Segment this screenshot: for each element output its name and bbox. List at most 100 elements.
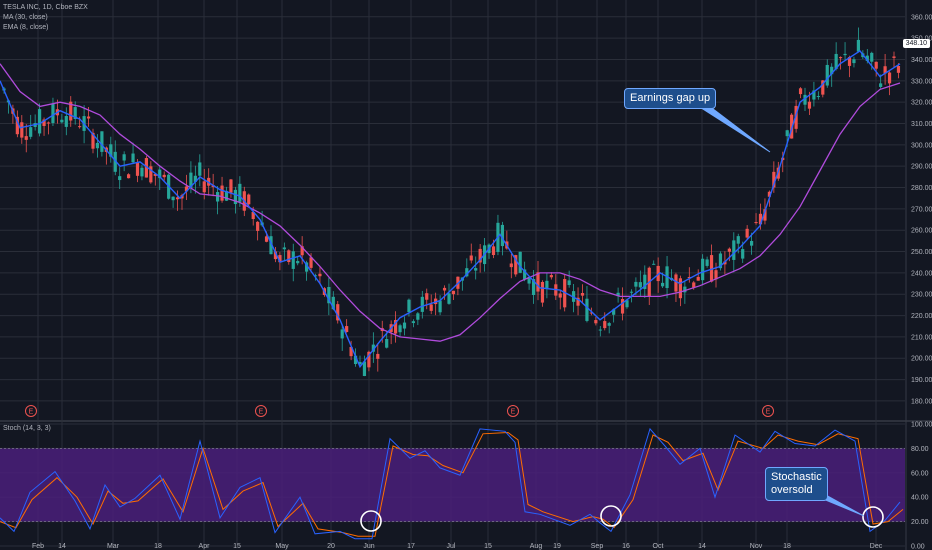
candle-body [451,290,456,295]
price-tick-label: 310.00 [911,121,932,128]
annotation-overlays [360,105,884,532]
stoch-series [0,427,904,540]
x-axis: Feb 14 Mar 18 Apr 15 May 20 Jun 17 Jul 15 Aug 19 Sep 16… [32,543,883,550]
candle-body [514,255,518,275]
candle-body [856,39,860,52]
price-tick-label: 190.00 [911,377,932,384]
candle-body [852,59,856,64]
x-tick-label: Sep [591,543,604,550]
candle-body [585,298,589,321]
candle-body [736,236,740,244]
candle-body [656,265,660,282]
price-tick-label: 220.00 [911,313,932,320]
symbol-legend[interactable]: TESLA INC, 1D, Cboe BZX [3,4,88,11]
candle-body [118,176,122,181]
candle-body [100,131,104,152]
candle-body [763,209,767,221]
candle-body [291,251,295,269]
stoch-d-line [0,431,904,537]
candle-body [709,255,714,282]
candle-body [327,286,331,304]
candle-body [238,183,242,202]
candle-body [95,142,100,149]
candle-body [758,213,763,225]
candle-body [620,299,625,314]
oversold-circle-icon [360,510,382,532]
candle-body [821,80,825,95]
candle-body [661,282,665,287]
candle-body [305,262,309,272]
x-tick-label: 20 [327,543,335,550]
candle-body [229,179,233,193]
candle-body [879,83,883,87]
candle-body [816,96,820,98]
candle-body [678,278,682,299]
candle-body [442,287,447,291]
x-tick-label: Apr [199,543,211,550]
candle-body [438,300,442,313]
candle-body [732,240,736,260]
earnings-marker-label: E [766,409,771,416]
candle-body [794,105,798,129]
candle-body [256,221,260,231]
candle-body [64,116,68,127]
earnings-marker-icon [255,405,267,417]
candle-body [598,329,602,331]
candle-body [300,246,304,256]
candle-body [567,280,571,286]
x-tick-label: Nov [750,543,763,550]
candle-body [491,246,496,256]
x-tick-label: 15 [484,543,492,550]
x-tick-label: 14 [58,543,66,550]
candle-body [224,190,229,201]
candle-body [42,119,46,126]
candle-body [198,162,202,176]
price-tick-label: 260.00 [911,228,932,235]
price-tick-label: 340.00 [911,57,932,64]
candle-body [127,174,131,179]
price-tick-label: 270.00 [911,206,932,213]
candle-body [603,321,607,329]
candle-body [518,251,522,273]
candle-body [754,222,758,224]
candle-body [830,66,834,75]
candle-body [220,185,224,201]
candle-body [15,116,19,135]
ma-30-line [0,63,901,342]
candle-body [883,66,887,74]
candle-body [149,166,153,183]
candle-body [847,57,852,66]
earnings-marker-icon [25,405,37,417]
candle-body [892,56,896,58]
candle-body [687,276,691,279]
candle-body [385,338,389,348]
stoch-tick-label: 0.00 [911,544,925,550]
candle-body [398,325,402,333]
candle-body [78,126,82,128]
candle-body [701,258,705,281]
candle-body [135,162,140,176]
candle-body [870,52,874,62]
candle-body [269,236,273,255]
candle-body [834,53,838,69]
candle-body [336,304,340,321]
stoch-band-rect [0,448,905,522]
candle-body [69,101,73,121]
ma-legend[interactable]: MA (30, close) [3,14,48,21]
ema-legend[interactable]: EMA (8, close) [3,24,49,31]
candle-body [189,172,193,188]
candle-body [362,361,367,377]
y-axis: 180.00 190.00 200.00 210.00 220.00 230.00 240.… [911,14,932,550]
candle-body [402,322,407,329]
candle-body [113,151,117,172]
price-tick-label: 180.00 [911,398,932,405]
candle-body [705,259,709,266]
x-tick-label: Feb [32,543,44,550]
stoch-legend[interactable]: Stoch (14, 3, 3) [3,425,51,432]
candle-body [158,169,162,179]
candle-body [109,144,113,157]
x-tick-label: 18 [154,543,162,550]
candle-body [558,293,562,298]
